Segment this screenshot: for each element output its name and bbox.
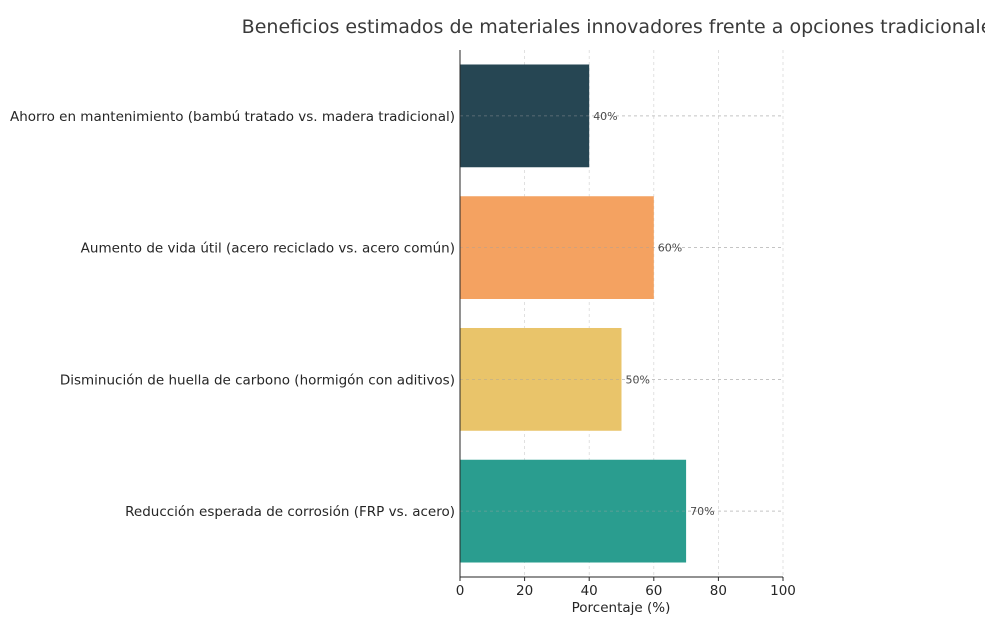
x-tick-label-5: 100 — [770, 583, 796, 599]
x-tick-label-3: 60 — [645, 583, 662, 599]
value-label-3: 70% — [690, 505, 714, 518]
category-label-1: Aumento de vida útil (acero reciclado vs… — [81, 241, 455, 257]
category-label-2: Disminución de huella de carbono (hormig… — [60, 372, 455, 388]
axes: Ahorro en mantenimiento (bambú tratado v… — [10, 50, 796, 599]
value-label-2: 50% — [626, 373, 650, 386]
x-axis-label: Porcentaje (%) — [572, 600, 671, 616]
x-tick-label-4: 80 — [710, 583, 727, 599]
x-tick-label-2: 40 — [581, 583, 598, 599]
bars: 40% 60% 50% 70% — [460, 64, 783, 563]
value-label-1: 60% — [658, 242, 682, 255]
bar-0 — [460, 64, 590, 168]
category-label-3: Reducción esperada de corrosión (FRP vs.… — [125, 504, 455, 520]
value-label-0: 40% — [593, 110, 617, 123]
chart-title: Beneficios estimados de materiales innov… — [242, 16, 985, 38]
x-tick-label-0: 0 — [456, 583, 465, 599]
x-tick-label-1: 20 — [516, 583, 533, 599]
category-label-0: Ahorro en mantenimiento (bambú tratado v… — [10, 109, 455, 125]
